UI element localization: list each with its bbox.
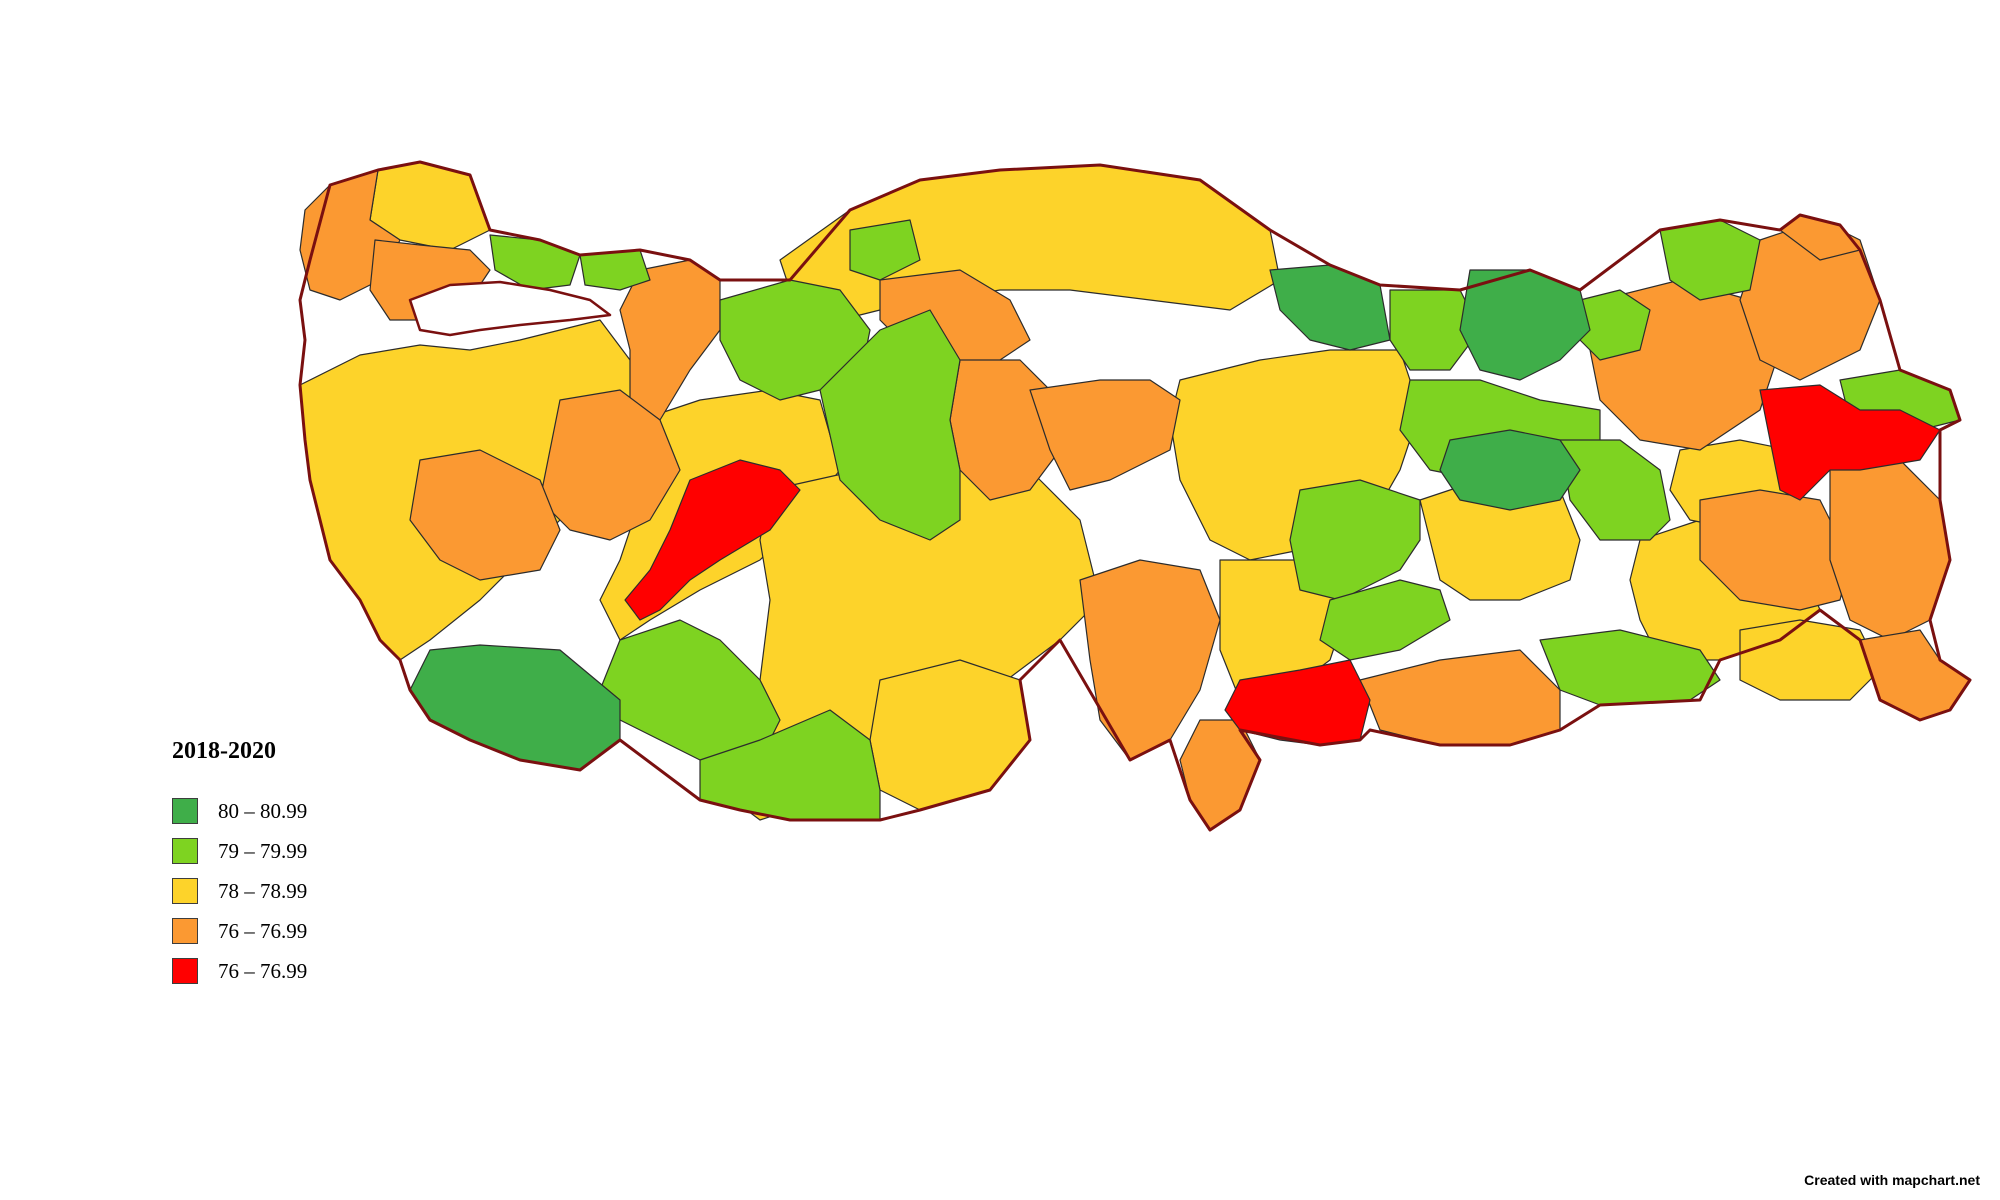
province-region[interactable] — [1179, 719, 1261, 831]
province-region[interactable] — [1079, 559, 1221, 761]
province-region[interactable] — [869, 659, 1031, 811]
province-region[interactable] — [624, 459, 801, 621]
province-region[interactable] — [1699, 489, 1851, 611]
province-region[interactable] — [1219, 559, 1351, 701]
legend-swatch — [172, 798, 198, 824]
legend-label: 76 – 76.99 — [218, 958, 308, 983]
province-region[interactable] — [1269, 264, 1391, 351]
legend: 2018-2020 80 – 80.99 79 – 79.99 78 – 78.99… — [172, 738, 412, 991]
legend-swatch — [172, 838, 198, 864]
province-region[interactable] — [1359, 649, 1561, 746]
province-region[interactable] — [1739, 619, 1881, 701]
legend-label: 78 – 78.99 — [218, 878, 308, 903]
legend-label: 76 – 76.99 — [218, 918, 308, 943]
legend-items: 80 – 80.99 79 – 79.99 78 – 78.99 76 – 76.99… — [172, 791, 412, 991]
province-region[interactable] — [819, 309, 961, 541]
country-outline — [298, 160, 1972, 832]
province-region[interactable] — [1439, 429, 1581, 511]
province-region[interactable] — [849, 219, 921, 281]
province-region[interactable] — [1559, 439, 1671, 541]
legend-title: 2018-2020 — [172, 738, 276, 764]
legend-label: 79 – 79.99 — [218, 838, 308, 863]
legend-item: 79 – 79.99 — [172, 831, 412, 871]
province-region[interactable] — [409, 449, 561, 581]
legend-item: 76 – 76.99 — [172, 951, 412, 991]
legend-swatch — [172, 878, 198, 904]
province-region[interactable] — [1029, 379, 1181, 491]
credit-text: Created with mapchart.net — [1804, 1172, 1980, 1188]
legend-swatch — [172, 958, 198, 984]
legend-item: 80 – 80.99 — [172, 791, 412, 831]
province-region[interactable] — [409, 644, 621, 771]
province-group — [299, 161, 1971, 831]
legend-item: 76 – 76.99 — [172, 911, 412, 951]
province-region[interactable] — [1289, 479, 1421, 601]
province-region[interactable] — [579, 249, 651, 291]
province-region[interactable] — [539, 389, 681, 541]
legend-swatch — [172, 918, 198, 944]
legend-label: 80 – 80.99 — [218, 798, 308, 823]
marmara-sea — [408, 280, 612, 337]
legend-item: 78 – 78.99 — [172, 871, 412, 911]
province-region[interactable] — [1759, 384, 1941, 501]
province-region[interactable] — [1319, 579, 1451, 661]
